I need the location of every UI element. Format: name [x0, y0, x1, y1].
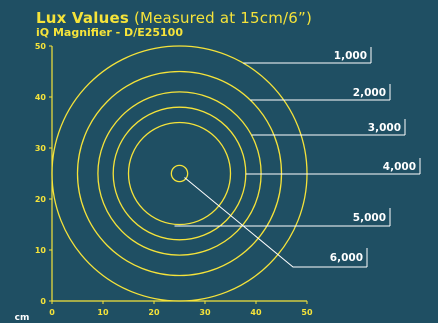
title: Lux Values (Measured at 15cm/6”): [36, 9, 312, 27]
callout-line: [184, 177, 367, 268]
x-tick-label: 40: [250, 308, 262, 317]
x-tick-label: 50: [301, 308, 313, 317]
y-tick-label: 20: [35, 195, 47, 204]
lux-label: 5,000: [353, 212, 386, 224]
x-tick-label: 10: [97, 308, 109, 317]
lux-ring: [127, 121, 232, 226]
axis-unit-label: cm: [15, 313, 30, 323]
y-tick-label: 30: [35, 144, 47, 153]
x-tick-label: 30: [199, 308, 211, 317]
x-tick-label: 0: [49, 308, 55, 317]
lux-ring: [97, 91, 262, 256]
x-tick-label: 20: [148, 308, 160, 317]
title-measurement: (Measured at 15cm/6”): [133, 9, 313, 27]
y-tick-label: 0: [40, 297, 46, 306]
lux-ring: [170, 164, 189, 183]
title-bold: Lux Values: [36, 9, 129, 27]
lux-rings: [51, 45, 308, 302]
lux-label: 6,000: [330, 252, 363, 264]
lux-callouts: 1,000 2,000 3,000 4,000 5,000 6,000: [174, 47, 421, 268]
y-tick-label: 50: [35, 42, 47, 51]
lux-label: 1,000: [334, 50, 367, 62]
lux-label: 2,000: [353, 87, 386, 99]
y-tick-label: 10: [35, 246, 47, 255]
model-subtitle: iQ Magnifier - D/E25100: [36, 26, 183, 39]
lux-ring: [112, 106, 247, 241]
lux-label: 3,000: [368, 122, 401, 134]
axes: 0 10 20 30 40 50 0 10 20 30 40 50 cm: [15, 42, 313, 323]
lux-label: 4,000: [383, 161, 416, 173]
y-tick-label: 40: [35, 93, 47, 102]
